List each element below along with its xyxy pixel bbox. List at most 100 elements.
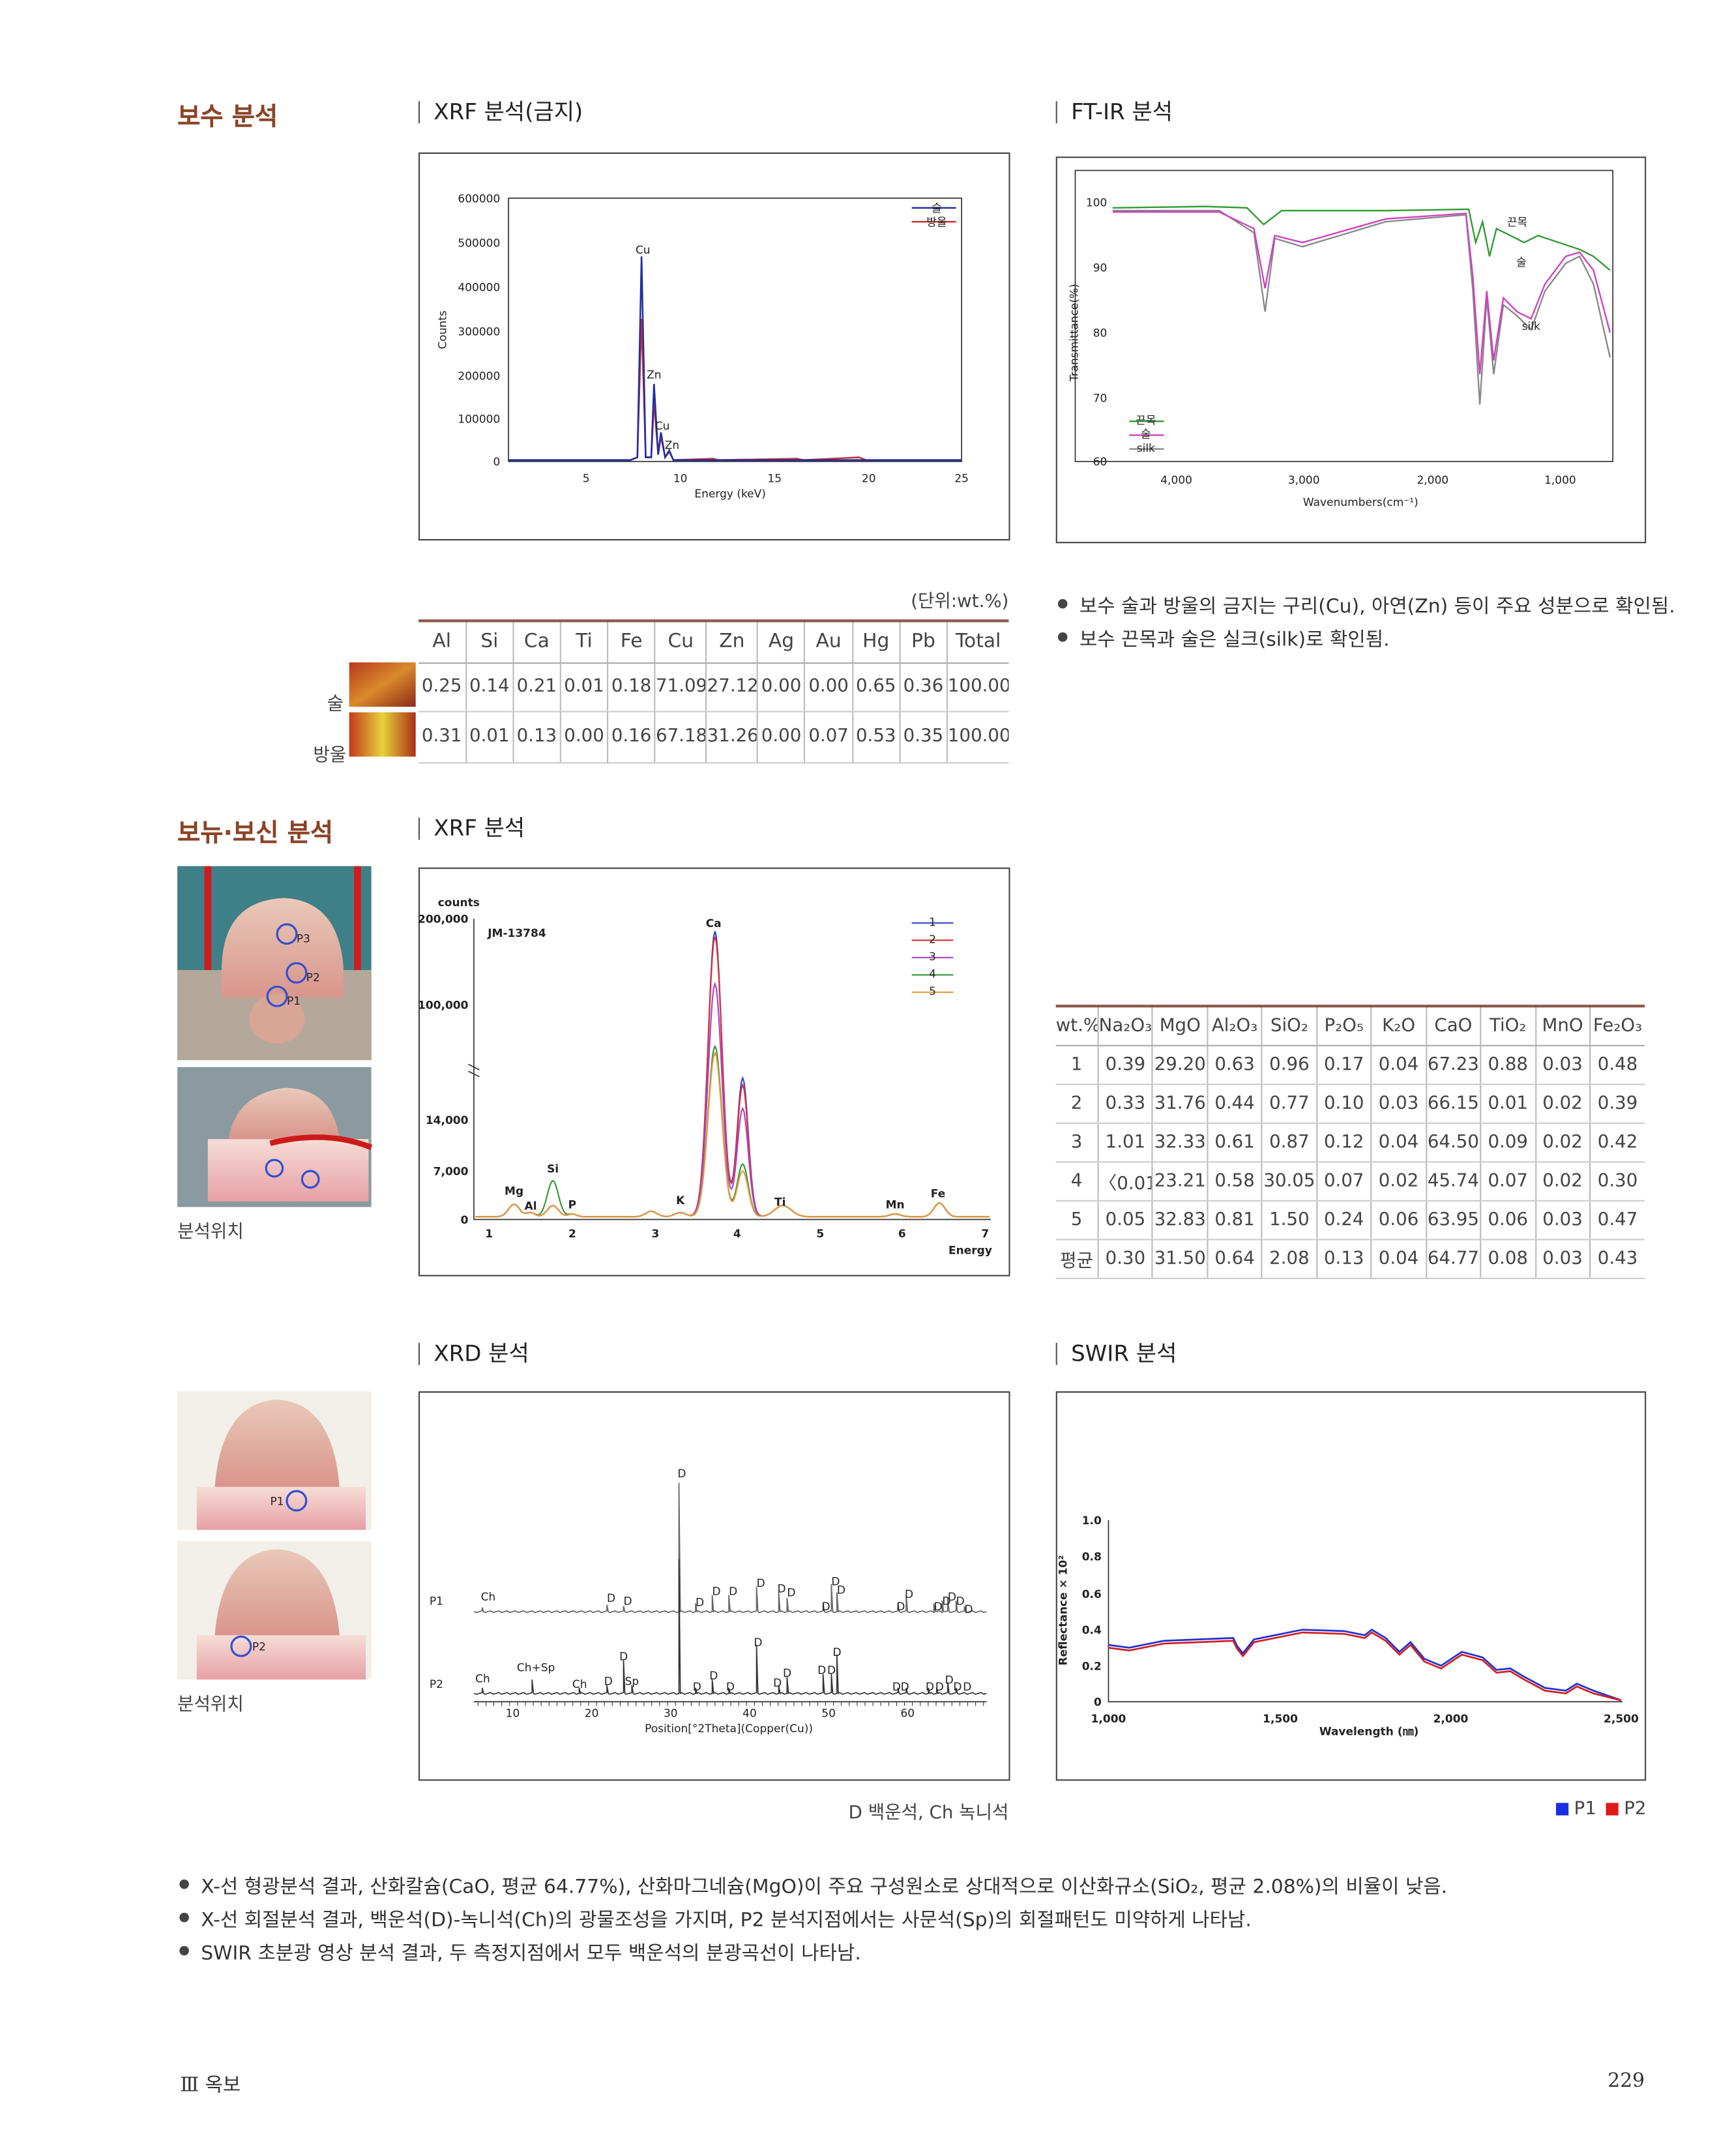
peak-label: Cu bbox=[636, 244, 651, 257]
table-cell: MgO bbox=[1152, 1006, 1208, 1046]
series-label: P2 bbox=[430, 1678, 443, 1691]
peak-label: Ca bbox=[706, 917, 722, 930]
x-tick-label: 3 bbox=[651, 1228, 659, 1241]
figure-title: XRD 분석 bbox=[418, 1342, 529, 1365]
table-cell: Ag bbox=[757, 621, 805, 664]
photo-label: P1 bbox=[270, 1495, 284, 1508]
curve-label: silk bbox=[1522, 320, 1540, 333]
table-cell: 23.21 bbox=[1152, 1161, 1208, 1201]
table-cell: 0.21 bbox=[512, 662, 561, 712]
peak-label: D bbox=[607, 1592, 615, 1605]
table-cell: 71.09 bbox=[654, 662, 707, 712]
graphic bbox=[508, 256, 962, 461]
page-number: 229 bbox=[1607, 2070, 1645, 2093]
table-cell: Pb bbox=[898, 621, 947, 664]
peak-label: D bbox=[935, 1681, 944, 1694]
table-cell: 0.77 bbox=[1261, 1084, 1317, 1123]
table-cell: 0.44 bbox=[1207, 1084, 1263, 1123]
table-cell: 31.26 bbox=[705, 711, 758, 763]
peak-label: D bbox=[693, 1681, 701, 1694]
section-title: 보수 분석 bbox=[177, 102, 278, 132]
table-cell: 0.96 bbox=[1261, 1044, 1317, 1085]
table-cell: 0.17 bbox=[1315, 1044, 1372, 1085]
curve-label: 끈목 bbox=[1507, 216, 1527, 229]
peak-label: Fe bbox=[931, 1188, 945, 1201]
table-cell: TiO₂ bbox=[1480, 1006, 1536, 1046]
peak-label: D bbox=[624, 1595, 632, 1608]
peak-label: D bbox=[619, 1650, 628, 1663]
table-cell: 45.74 bbox=[1425, 1161, 1481, 1201]
peak-label: Si bbox=[547, 1162, 559, 1175]
peak-label: Zn bbox=[647, 368, 661, 381]
row-label: 방울 bbox=[313, 745, 347, 767]
graphic bbox=[418, 1391, 1010, 1781]
y-tick-label: 100 bbox=[1086, 197, 1107, 210]
table-cell: 0.13 bbox=[512, 711, 561, 763]
x-tick-label: 10 bbox=[673, 473, 688, 486]
figure-title: SWIR 분석 bbox=[1055, 1342, 1177, 1365]
table-cell: 0.06 bbox=[1370, 1200, 1426, 1240]
graphic bbox=[1112, 211, 1611, 375]
legend-label: P1 bbox=[1574, 1799, 1596, 1820]
table-cell: 2 bbox=[1055, 1084, 1098, 1123]
peak-label: D bbox=[821, 1601, 830, 1614]
x-tick-label: 4,000 bbox=[1160, 474, 1192, 487]
graphic bbox=[230, 923, 320, 1657]
legend-swatch bbox=[1556, 1803, 1569, 1816]
table-cell: 0.36 bbox=[898, 662, 947, 712]
table-cell: P₂O₅ bbox=[1315, 1006, 1372, 1046]
graphic bbox=[508, 318, 962, 462]
graphic bbox=[196, 1486, 366, 1530]
graphic bbox=[228, 1087, 340, 1140]
x-tick-label: 7 bbox=[981, 1228, 989, 1241]
y-tick-label: 0.4 bbox=[1082, 1624, 1102, 1637]
table-cell: 66.15 bbox=[1425, 1084, 1481, 1123]
table-cell: Ca bbox=[512, 621, 561, 664]
peak-label: D bbox=[783, 1667, 791, 1680]
table-cell: Na₂O₃ bbox=[1097, 1006, 1153, 1046]
legend-label: silk bbox=[1137, 442, 1155, 455]
photo-caption: 분석위치 bbox=[177, 1694, 244, 1716]
graphic bbox=[265, 1159, 284, 1178]
y-tick-label: 200,000 bbox=[418, 913, 469, 926]
peak-label: Sp bbox=[625, 1676, 639, 1689]
table-cell: Ti bbox=[559, 621, 608, 664]
table-cell: 100.00 bbox=[946, 711, 1009, 763]
peak-label: D bbox=[945, 1674, 954, 1687]
graphic bbox=[1074, 170, 1614, 462]
y-tick-label: 0 bbox=[1094, 1696, 1102, 1709]
table-cell: 0.03 bbox=[1534, 1239, 1590, 1278]
legend-label: 5 bbox=[929, 985, 936, 998]
table-cell: 1.01 bbox=[1097, 1122, 1153, 1162]
table-cell: SiO₂ bbox=[1261, 1006, 1317, 1046]
table-cell: wt.% bbox=[1055, 1006, 1098, 1046]
table-cell: Fe bbox=[607, 621, 655, 664]
graphic bbox=[207, 1139, 369, 1202]
table-cell: 63.95 bbox=[1425, 1200, 1481, 1240]
table-cell: 0.42 bbox=[1589, 1122, 1645, 1162]
graphic bbox=[1055, 1391, 1647, 1781]
axis-label: Energy bbox=[948, 1245, 992, 1258]
axis-label: Energy (keV) bbox=[694, 488, 766, 501]
table-cell: 0.07 bbox=[804, 711, 853, 763]
peak-label: D bbox=[926, 1681, 934, 1694]
table-cell: CaO bbox=[1425, 1006, 1481, 1046]
peak-label: D bbox=[901, 1681, 909, 1694]
graphic bbox=[1108, 1629, 1622, 1702]
table-cell: 0.39 bbox=[1589, 1084, 1645, 1123]
table-cell: Al₂O₃ bbox=[1207, 1006, 1263, 1046]
peak-label: D bbox=[777, 1582, 785, 1595]
table-cell: Al bbox=[418, 621, 466, 664]
graphic bbox=[1055, 156, 1647, 544]
peak-label: D bbox=[729, 1586, 737, 1599]
table-row: 2 0.33 31.76 0.44 0.77 0.10 0.03 66.15 0.01 0.02 0… bbox=[1055, 1084, 1645, 1123]
x-tick-label: 5 bbox=[816, 1228, 824, 1241]
table-cell: 0.63 bbox=[1207, 1044, 1263, 1085]
legend-label: 1 bbox=[929, 916, 936, 929]
y-tick-label: 0 bbox=[461, 1214, 469, 1227]
table-cell: 30.05 bbox=[1261, 1161, 1317, 1201]
figure-caption: D 백운석, Ch 녹니석 bbox=[848, 1803, 1009, 1824]
graphic bbox=[249, 994, 305, 1044]
peak-label: D bbox=[773, 1677, 782, 1690]
